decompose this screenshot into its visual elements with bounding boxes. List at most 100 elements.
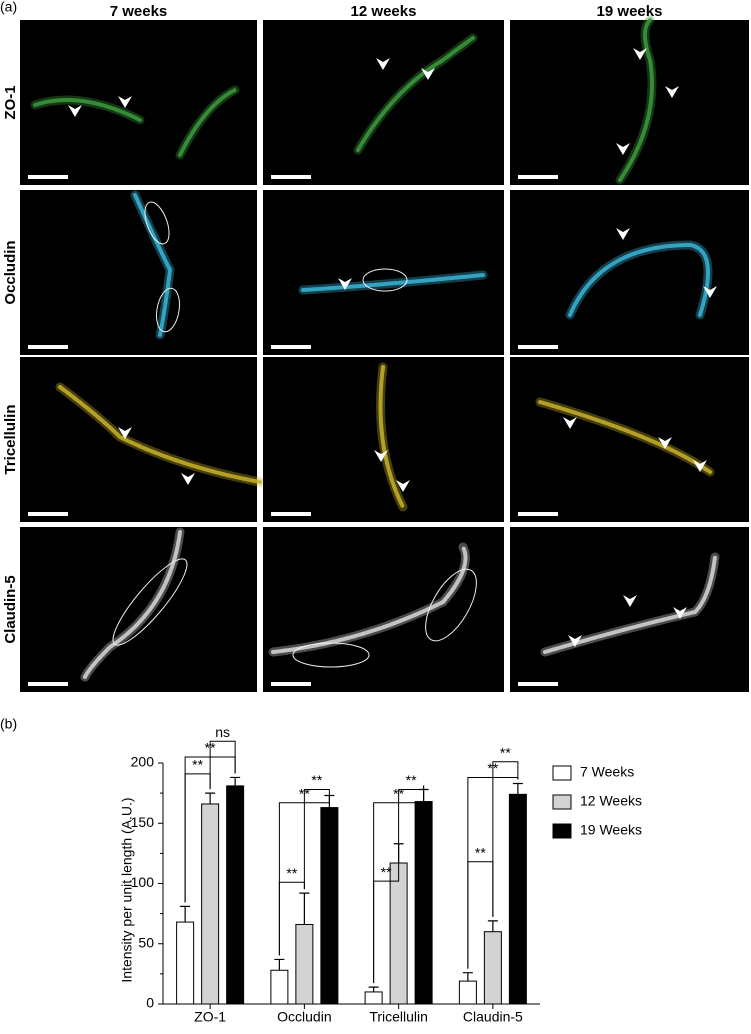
row-label: Occludin	[2, 240, 19, 304]
legend-swatch	[552, 823, 572, 839]
error-bar	[512, 782, 523, 795]
image-background	[20, 527, 257, 692]
error-bar	[205, 792, 216, 804]
legend-label: 19 Weeks	[580, 822, 642, 838]
significance-bracket	[467, 861, 494, 969]
legend-label: 12 Weeks	[580, 793, 642, 809]
error-bar	[462, 972, 473, 982]
micrograph	[263, 20, 504, 185]
arrowhead	[338, 278, 352, 290]
micrograph	[510, 527, 749, 692]
scale-bar	[28, 345, 68, 349]
y-tick-label: 50	[138, 934, 154, 950]
image-background	[510, 190, 749, 355]
x-tick-label: Tricellulin	[369, 1009, 428, 1025]
bar	[270, 969, 289, 1005]
vessel	[568, 242, 710, 317]
bar	[458, 980, 477, 1005]
arrowhead	[376, 58, 390, 70]
image-background	[20, 357, 257, 522]
vessel	[33, 98, 142, 122]
micrograph	[263, 357, 504, 522]
x-tick-label: Claudin-5	[463, 1009, 523, 1025]
scale-bar	[271, 175, 311, 179]
vessel	[301, 273, 485, 292]
error-bar	[299, 892, 310, 925]
bar	[483, 931, 502, 1005]
significance-label: **	[205, 740, 216, 756]
column-header: 12 weeks	[351, 3, 417, 20]
significance-label: **	[475, 845, 486, 861]
scale-bar	[28, 682, 68, 686]
image-background	[263, 20, 504, 185]
error-bar	[368, 986, 379, 992]
row-label: ZO-1	[2, 85, 19, 119]
region-outline	[144, 201, 170, 245]
legend-label: 7 Weeks	[580, 764, 634, 780]
significance-label: **	[406, 772, 417, 788]
vessel	[271, 545, 468, 654]
bar	[389, 862, 408, 1005]
significance-bracket	[278, 791, 330, 956]
vessel	[356, 36, 475, 152]
y-tick-label: 150	[131, 814, 155, 830]
significance-bracket	[303, 789, 330, 890]
significance-label: **	[393, 785, 404, 801]
vessel	[618, 18, 654, 182]
arrowhead	[623, 595, 637, 607]
significance-bracket	[278, 881, 305, 956]
scale-bar	[518, 512, 558, 516]
arrowhead	[703, 286, 717, 298]
error-bar	[230, 776, 241, 786]
row-label: Claudin-5	[2, 575, 19, 643]
micrograph	[20, 527, 257, 692]
arrowhead	[673, 607, 687, 619]
arrowhead	[181, 473, 195, 485]
legend-swatch	[552, 765, 572, 781]
arrowhead	[665, 86, 679, 98]
vessel	[58, 385, 262, 484]
image-background	[510, 527, 749, 692]
image-background	[510, 20, 749, 185]
micrograph	[20, 20, 257, 185]
y-axis-label: Intensity per unit length (A.U.)	[119, 797, 135, 982]
scale-bar	[518, 345, 558, 349]
arrowhead	[374, 450, 388, 462]
panel-label: (a)	[0, 0, 17, 15]
error-bar	[180, 905, 191, 923]
arrowhead	[616, 228, 630, 240]
arrowhead	[693, 460, 707, 472]
arrowhead	[396, 480, 410, 492]
bar	[320, 807, 339, 1005]
region-outline	[362, 268, 408, 292]
micrograph	[20, 357, 265, 522]
arrowhead	[568, 635, 582, 647]
significance-label: **	[500, 744, 511, 760]
error-bar	[487, 920, 498, 932]
micrograph	[510, 190, 749, 355]
image-background	[263, 190, 504, 355]
region-outline	[425, 568, 477, 642]
y-tick-label: 100	[131, 874, 155, 890]
bar	[201, 803, 220, 1005]
arrowhead	[68, 105, 82, 117]
arrowhead	[563, 417, 577, 429]
legend-swatch	[552, 794, 572, 810]
vessel	[178, 88, 237, 157]
arrowhead	[633, 48, 647, 60]
x-tick-label: ZO-1	[194, 1009, 226, 1025]
error-bar	[274, 958, 285, 971]
bar	[226, 785, 245, 1005]
micrograph	[510, 15, 749, 185]
micrograph	[20, 190, 257, 355]
vessel	[378, 365, 405, 509]
region-outline	[112, 558, 188, 646]
vessel	[133, 193, 173, 337]
image-background	[510, 357, 749, 522]
arrowhead	[616, 143, 630, 155]
significance-label: **	[286, 865, 297, 881]
arrowhead	[421, 68, 435, 80]
row-label: Tricellulin	[2, 404, 19, 474]
